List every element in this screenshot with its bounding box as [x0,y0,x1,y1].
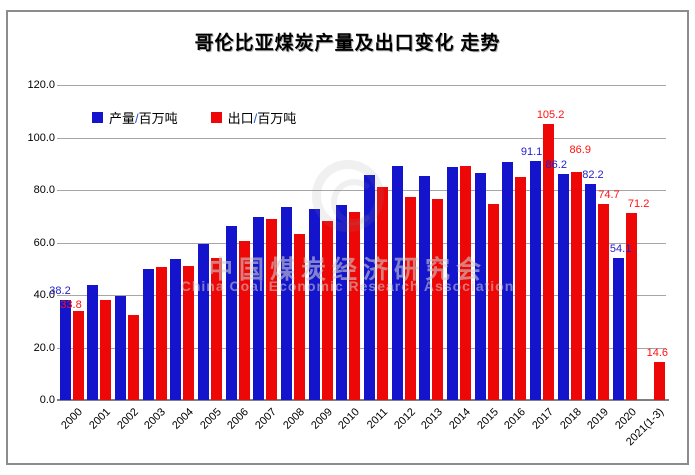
export-series-swatch-icon [210,112,222,123]
gridline [57,347,666,349]
production-bar-2019 [585,184,597,400]
production-bar-2000 [59,299,71,400]
production-bar-2010 [336,204,348,400]
export-bar-2020 [626,213,638,400]
production-bar-2011 [364,174,375,400]
legend-item-production: 产量/百万吨 [92,108,178,127]
legend-label-production: 产量/百万吨 [109,111,178,126]
y-axis-tick-label: 100.0 [27,131,55,144]
production-bar-2012 [391,165,403,400]
export-bar-2014 [460,165,472,400]
production-bar-2015 [474,173,486,400]
export-bar-2005 [210,257,222,400]
production-bar-2003 [142,268,154,400]
export-bar-2010 [349,211,361,400]
production-bar-2005 [197,243,209,400]
export-bar-2002 [127,314,139,400]
value-label: 74.7 [598,188,620,201]
export-bar-2018 [570,171,582,400]
export-bar-2006 [238,240,250,400]
production-bar-2006 [225,226,237,400]
value-label: 105.2 [536,108,565,121]
production-bar-2013 [419,175,431,400]
export-bar-2013 [432,199,444,400]
value-label: 86.9 [569,143,591,156]
value-label: 14.6 [646,346,669,359]
export-bar-2003 [155,266,167,400]
production-bar-2004 [170,258,182,400]
value-label: 33.8 [60,299,82,312]
y-axis-tick-label: 120.0 [27,79,55,91]
export-bar-2021(1-3) [653,361,665,400]
legend: 产量/百万吨 出口/百万吨 [92,108,296,127]
value-label: 38.2 [49,284,71,297]
gridline [57,137,666,139]
export-bar-2015 [487,204,499,400]
export-bar-2001 [100,300,112,400]
value-label: 71.2 [627,198,650,211]
y-axis-tick-label: 60.0 [33,236,55,249]
export-bar-2016 [515,177,527,400]
gridline [57,295,666,296]
gridline [57,85,666,86]
y-axis-tick-label: 20.0 [33,341,55,354]
export-bar-2019 [598,203,610,400]
value-label: 82.2 [582,169,604,182]
export-bar-2007 [266,219,278,400]
gridline [57,242,666,244]
production-bar-2017 [530,160,542,400]
production-bar-2014 [447,167,459,400]
production-bar-2009 [308,208,320,400]
production-bar-2001 [87,284,99,400]
export-bar-2012 [404,197,416,400]
export-bar-2008 [293,233,305,400]
legend-label-export: 出口/百万吨 [227,111,297,126]
production-bar-2008 [280,207,292,400]
production-series-swatch-icon [92,112,103,123]
value-label: 91.1 [520,145,543,158]
export-bar-2009 [321,221,333,400]
export-bar-2017 [543,123,555,400]
chart-title: 哥伦比亚煤炭产量及出口变化 走势 [194,33,501,54]
production-bar-2016 [502,162,514,400]
value-label: 86.2 [545,158,567,171]
value-label: 54.1 [609,242,632,255]
production-bar-2020 [613,257,625,400]
y-axis-tick-label: 80.0 [33,184,55,196]
y-axis-tick-label: 40.0 [33,289,55,301]
export-bar-2004 [183,266,195,400]
gridline [57,190,666,191]
export-bar-2000 [72,311,84,400]
production-bar-2002 [114,296,126,400]
x-axis-line [57,399,669,401]
production-bar-2007 [253,216,265,400]
y-axis-tick-label: 0.0 [39,394,55,406]
legend-item-export: 出口/百万吨 [210,108,297,127]
production-bar-2018 [557,173,569,400]
export-bar-2011 [377,187,388,400]
